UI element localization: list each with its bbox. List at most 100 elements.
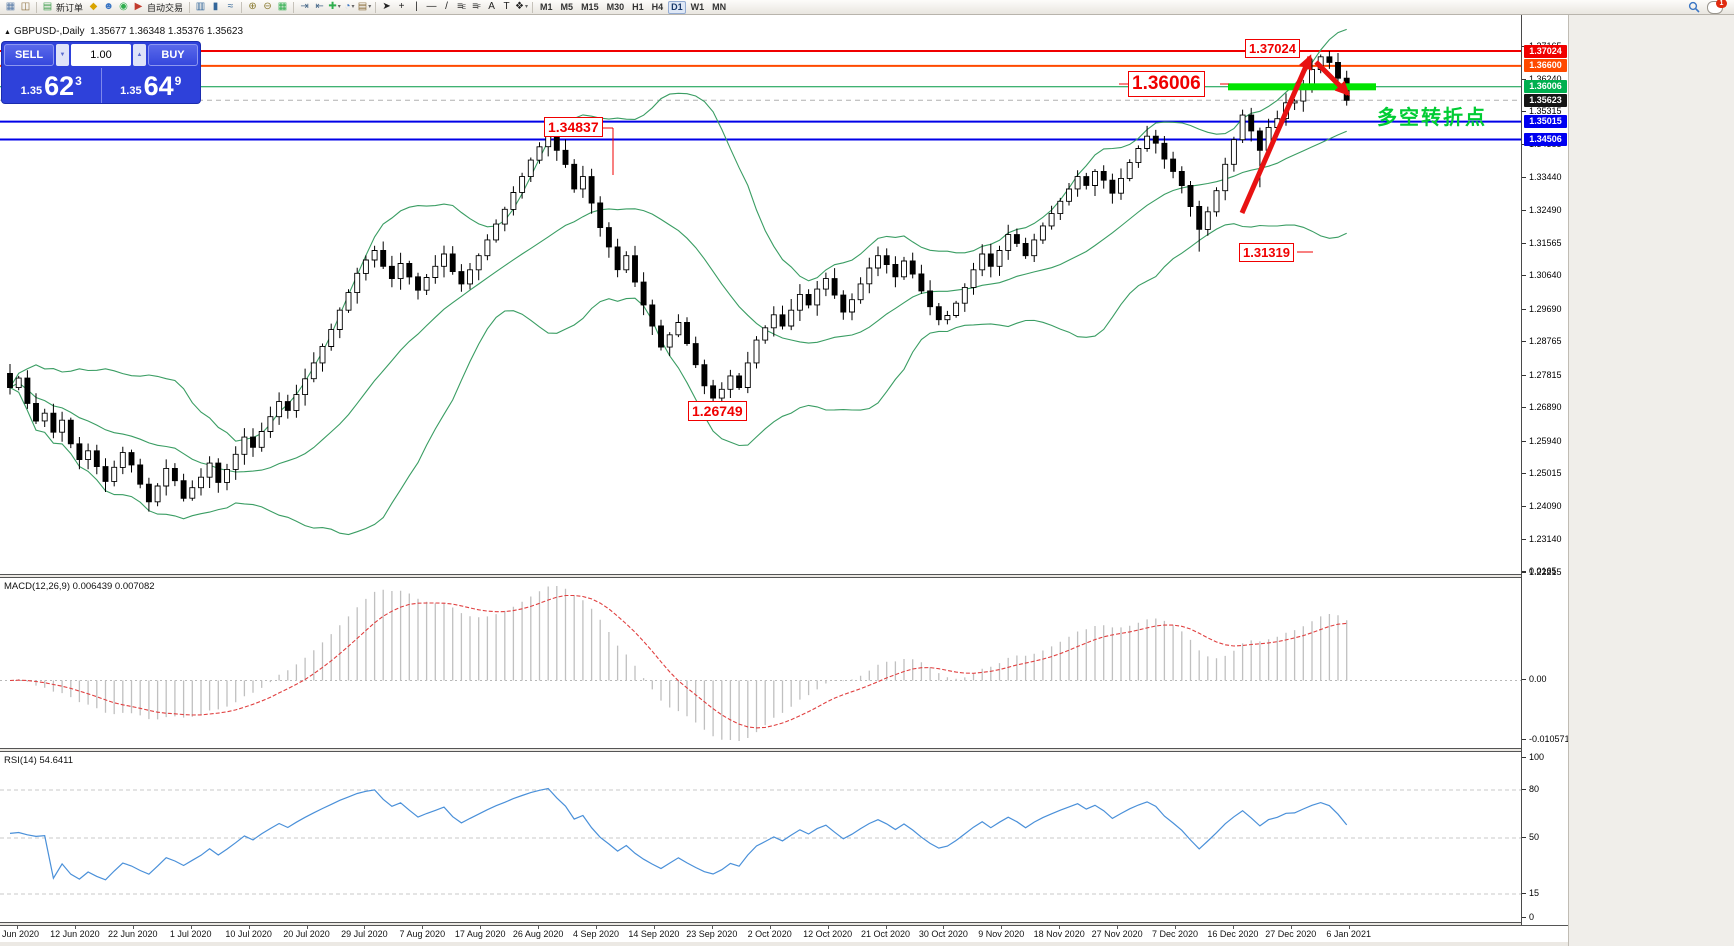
sell-price-big: 62 xyxy=(44,71,75,101)
date-label: 2 Oct 2020 xyxy=(747,929,792,939)
one-click-trading-panel: SELL ▼ ▲ BUY 1.35 62 3 1.35 64 9 xyxy=(2,42,200,103)
bollinger-lower xyxy=(9,223,1347,536)
data-preview-icon[interactable]: ◫ xyxy=(20,1,31,12)
new-order-button-label[interactable]: 新订单 xyxy=(56,2,84,13)
tile-windows-icon[interactable]: ▦ xyxy=(277,1,288,12)
chart-window-icon[interactable]: ▦ xyxy=(5,1,16,12)
toolbar-separator xyxy=(189,1,191,13)
rsi-100-tick: 100 xyxy=(1529,752,1545,762)
date-label: 6 Jan 2021 xyxy=(1326,929,1371,939)
timeframe-m5[interactable]: M5 xyxy=(560,1,574,12)
text-icon[interactable]: A xyxy=(488,1,495,12)
rsi-line xyxy=(9,787,1348,881)
search-icon[interactable] xyxy=(1686,1,1701,14)
price-tick: 1.31565 xyxy=(1529,237,1562,248)
sell-button[interactable]: SELL xyxy=(4,44,54,66)
date-label: 4 Sep 2020 xyxy=(572,929,620,939)
bar-chart-icon[interactable]: ▥ xyxy=(195,1,206,12)
autotrading-button-label[interactable]: 自动交易 xyxy=(147,2,184,13)
toolbar-separator xyxy=(532,1,534,13)
price-tick: 1.23140 xyxy=(1529,534,1562,545)
bollinger-middle xyxy=(9,130,1347,473)
buy-button[interactable]: BUY xyxy=(148,44,198,66)
collapse-arrow-icon[interactable]: ▲ xyxy=(4,29,11,36)
text-label-icon[interactable]: T xyxy=(503,1,510,12)
date-label: 7 Dec 2020 xyxy=(1151,929,1199,939)
rsi-pane[interactable]: RSI(14) 54.6411 xyxy=(0,751,1521,923)
auto-scroll-icon[interactable]: ⇥ xyxy=(300,1,309,12)
buy-price[interactable]: 1.35 64 9 xyxy=(102,68,201,103)
macd-values: 0.006439 0.007082 xyxy=(72,581,155,592)
crosshair-icon[interactable]: + xyxy=(398,1,405,12)
rsi-value: 54.6411 xyxy=(39,755,74,766)
toolbar: ▦ ◫ ▤ 新订单 ◆ ☻ ◉ ▶ 自动交易 ▥ ▮ ≈ ⊕ ⊖ ▦ ⇥ ⇤ ✚ ▾ ◔ ▾ ▤ ▾ ➤ + | — / ≡ E ≡ F A T ❖… xyxy=(0,0,1734,15)
timeframe-mn[interactable]: MN xyxy=(712,1,727,12)
bear-candles xyxy=(7,56,1350,503)
chart-shift-icon[interactable]: ⇤ xyxy=(315,1,324,12)
horizontal-line-icon[interactable]: — xyxy=(426,1,437,12)
chat-icon[interactable]: 1 xyxy=(1707,0,1727,14)
date-label: 16 Dec 2020 xyxy=(1207,929,1259,939)
new-order-button[interactable]: ▤ xyxy=(42,1,53,12)
date-label: 14 Sep 2020 xyxy=(628,929,680,939)
price-tick: 1.32490 xyxy=(1529,205,1562,216)
templates-button[interactable]: ▤ ▾ xyxy=(357,1,372,12)
candlestick-chart-icon[interactable]: ▮ xyxy=(212,1,219,12)
timeframe-d1[interactable]: D1 xyxy=(668,0,686,14)
price-annotation: 1.26749 xyxy=(688,401,747,421)
macd-pane[interactable]: MACD(12,26,9) 0.006439 0.007082 xyxy=(0,577,1521,749)
metaeditor-icon[interactable]: ◆ xyxy=(89,1,98,12)
timeframe-h4[interactable]: H4 xyxy=(651,1,664,12)
timeframe-m1[interactable]: M1 xyxy=(540,1,553,12)
timeframe-m15[interactable]: M15 xyxy=(581,1,599,12)
date-label: 1 Jul 2020 xyxy=(169,929,212,939)
cursor-icon[interactable]: ➤ xyxy=(382,1,391,12)
sell-price-prefix: 1.35 xyxy=(20,85,43,97)
arrows-button[interactable]: ❖ ▾ xyxy=(515,1,529,12)
timeframe-h1[interactable]: H1 xyxy=(632,1,644,12)
sell-price[interactable]: 1.35 62 3 xyxy=(2,68,102,103)
price-badge-1.36600: 1.36600 xyxy=(1524,59,1567,73)
fibo-retracement-icon[interactable]: ≡ F xyxy=(472,1,481,12)
bollinger-upper xyxy=(9,28,1347,442)
volume-input[interactable] xyxy=(71,44,131,66)
support-segment xyxy=(1228,83,1376,91)
macd-label: MACD(12,26,9) 0.006439 0.007082 xyxy=(4,581,155,592)
date-label: 10 Jul 2020 xyxy=(225,929,272,939)
time-axis[interactable]: Jun 2020 12 Jun 2020 22 Jun 2020 1 Jul 2020… xyxy=(0,925,1568,942)
timeframe-m30[interactable]: M30 xyxy=(606,1,625,12)
timeframe-w1[interactable]: W1 xyxy=(690,1,705,12)
price-tick: 1.33440 xyxy=(1529,172,1562,182)
toolbar-separator xyxy=(293,1,295,13)
community-icon[interactable]: ☻ xyxy=(103,1,114,12)
buy-price-big: 64 xyxy=(143,71,174,101)
signals-icon[interactable]: ◉ xyxy=(119,1,128,12)
volume-up-button[interactable]: ▲ xyxy=(133,44,146,66)
chart-symbol-period: GBPUSD-,Daily xyxy=(13,26,85,37)
macd-histogram xyxy=(18,586,1348,741)
trendline-icon[interactable]: / xyxy=(445,1,448,12)
price-scale[interactable]: 1.371651.362401.353151.343851.334401.324… xyxy=(1521,15,1570,925)
date-label: 27 Dec 2020 xyxy=(1265,929,1317,939)
line-chart-icon[interactable]: ≈ xyxy=(227,1,234,12)
main-chart-pane[interactable]: ▲ GBPUSD-,Daily 1.35677 1.36348 1.35376 1… xyxy=(0,15,1521,575)
chart-title: ▲ GBPUSD-,Daily 1.35677 1.36348 1.35376 1… xyxy=(4,26,243,37)
fibo-expansion-icon[interactable]: ≡ E xyxy=(457,1,466,12)
indicators-button[interactable]: ✚ ▾ xyxy=(328,1,341,12)
date-label: 9 Nov 2020 xyxy=(978,929,1025,939)
down-trend-arrow xyxy=(1314,60,1351,97)
zoom-out-icon[interactable]: ⊖ xyxy=(263,1,272,12)
autotrading-button[interactable]: ▶ xyxy=(134,1,143,12)
vertical-line-icon[interactable]: | xyxy=(415,1,418,12)
price-tick: 1.26890 xyxy=(1529,402,1562,413)
volume-down-button[interactable]: ▼ xyxy=(56,44,69,66)
price-annotation: 1.37024 xyxy=(1245,39,1300,58)
periods-button[interactable]: ◔ ▾ xyxy=(344,1,355,12)
price-tick: 1.35315 xyxy=(1529,106,1562,117)
bull-candles xyxy=(15,56,1324,503)
macd-max-tick: 0.0165 xyxy=(1529,566,1557,577)
zoom-in-icon[interactable]: ⊕ xyxy=(248,1,257,12)
chart-ohlc-values: 1.35677 1.36348 1.35376 1.35623 xyxy=(90,26,244,37)
price-tick: 1.24090 xyxy=(1529,500,1562,511)
price-badge-1.36006: 1.36006 xyxy=(1524,80,1567,94)
